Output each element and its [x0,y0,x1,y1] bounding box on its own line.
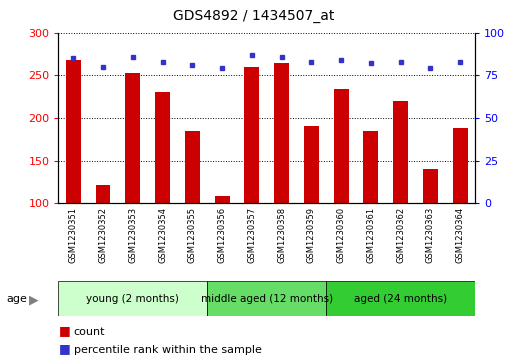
Bar [423,169,438,203]
Text: GSM1230351: GSM1230351 [69,207,78,263]
Text: GSM1230354: GSM1230354 [158,207,167,263]
Text: young (2 months): young (2 months) [86,294,179,303]
Text: GSM1230353: GSM1230353 [129,207,137,263]
Text: GSM1230357: GSM1230357 [247,207,257,263]
Bar [207,281,326,316]
Text: GSM1230356: GSM1230356 [217,207,227,263]
Bar [304,126,319,203]
Bar [326,281,475,316]
Text: GSM1230359: GSM1230359 [307,207,316,263]
Bar [453,128,467,203]
Text: count: count [74,327,105,337]
Text: middle aged (12 months): middle aged (12 months) [201,294,333,303]
Text: ▶: ▶ [29,293,39,306]
Text: age: age [6,294,27,305]
Text: GSM1230364: GSM1230364 [456,207,465,263]
Bar [96,184,111,203]
Bar [66,60,81,203]
Bar [58,281,207,316]
Text: GSM1230358: GSM1230358 [277,207,286,263]
Text: GSM1230355: GSM1230355 [188,207,197,263]
Bar [155,91,170,203]
Text: GSM1230362: GSM1230362 [396,207,405,263]
Bar [214,196,230,203]
Bar [334,89,348,203]
Text: GSM1230363: GSM1230363 [426,207,435,264]
Bar [393,101,408,203]
Bar [125,73,140,203]
Text: GDS4892 / 1434507_at: GDS4892 / 1434507_at [173,9,335,23]
Text: ■: ■ [58,324,70,337]
Text: aged (24 months): aged (24 months) [354,294,447,303]
Text: GSM1230361: GSM1230361 [366,207,375,263]
Text: GSM1230352: GSM1230352 [99,207,108,263]
Bar [244,67,259,203]
Text: ■: ■ [58,342,70,355]
Bar [185,131,200,203]
Text: percentile rank within the sample: percentile rank within the sample [74,345,262,355]
Text: GSM1230360: GSM1230360 [337,207,345,263]
Bar [363,131,378,203]
Bar [274,62,289,203]
